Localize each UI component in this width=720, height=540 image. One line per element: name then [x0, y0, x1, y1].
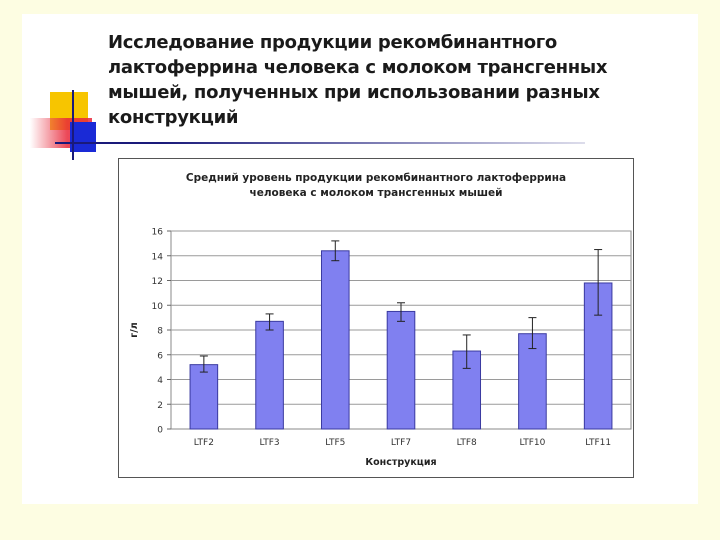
x-tick-label-LTF10: LTF10: [519, 438, 545, 448]
x-tick-label-LTF2: LTF2: [194, 438, 214, 448]
chart-title-line-1: Средний уровень продукции рекомбинантног…: [185, 172, 567, 184]
x-tick-label-LTF3: LTF3: [259, 438, 279, 448]
chart-frame: Средний уровень продукции рекомбинантног…: [118, 158, 634, 478]
x-tick-label-LTF5: LTF5: [325, 438, 345, 448]
y-tick-label-3: 6: [157, 351, 163, 361]
x-tick-label-LTF7: LTF7: [391, 438, 411, 448]
x-tick-label-LTF11: LTF11: [585, 438, 611, 448]
bar-LTF5: [320, 250, 350, 430]
y-tick-label-0: 0: [157, 426, 163, 436]
y-tick-label-2: 4: [157, 376, 163, 386]
x-axis-label: Конструкция: [365, 457, 436, 468]
y-tick-label-1: 2: [157, 401, 163, 411]
y-tick-label-4: 8: [157, 327, 163, 337]
decor-vertical-line: [72, 90, 74, 160]
y-tick-label-8: 16: [152, 228, 164, 238]
bar-LTF2: [189, 364, 219, 430]
bar-LTF3: [255, 320, 284, 430]
bar-chart: 0 2 4 6 8 10 12 14 16 LTF2 LTF3 LTF5 LTF7 LTF8 LTF10 LT…: [129, 228, 632, 468]
chart-title: Средний уровень продукции рекомбинантног…: [119, 171, 633, 201]
decor-horizontal-line: [55, 142, 585, 144]
bar-LTF7: [386, 310, 416, 430]
y-tick-label-7: 14: [152, 252, 164, 262]
x-tick-label-LTF8: LTF8: [457, 438, 477, 448]
y-tick-label-6: 12: [152, 277, 163, 287]
decor-blue-square: [70, 122, 96, 152]
chart-title-line-2: человека с молоком трансгенных мышей: [249, 187, 503, 199]
slide-title: Исследование продукции рекомбинантного л…: [108, 32, 608, 128]
y-axis-label: г/л: [129, 322, 140, 337]
y-tick-label-5: 10: [152, 302, 164, 312]
bar-LTF10: [518, 333, 547, 430]
